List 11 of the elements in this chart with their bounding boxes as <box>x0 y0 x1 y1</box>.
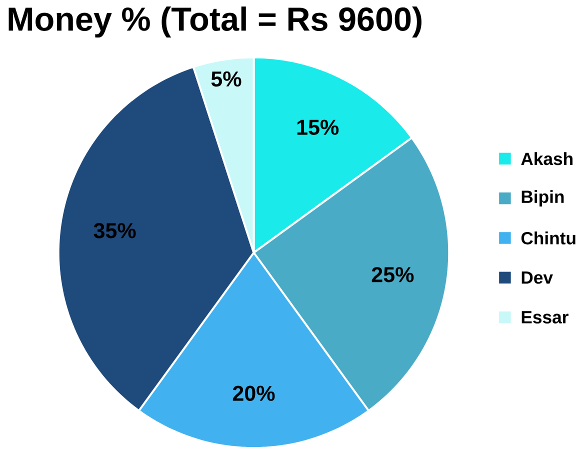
legend-label: Essar <box>522 311 568 324</box>
data-label: 35% <box>94 223 136 238</box>
data-label: 25% <box>372 267 414 282</box>
data-label: 5% <box>211 71 242 87</box>
legend-label: Chintu <box>521 232 576 244</box>
data-label: 20% <box>232 386 275 401</box>
chart-title: Money % (Total = Rs 9600) <box>8 6 422 38</box>
legend-label: Akash <box>521 152 572 166</box>
legend-label: Bipin <box>522 190 564 207</box>
data-label: 15% <box>297 120 339 135</box>
legend-label: Dev <box>522 271 553 284</box>
